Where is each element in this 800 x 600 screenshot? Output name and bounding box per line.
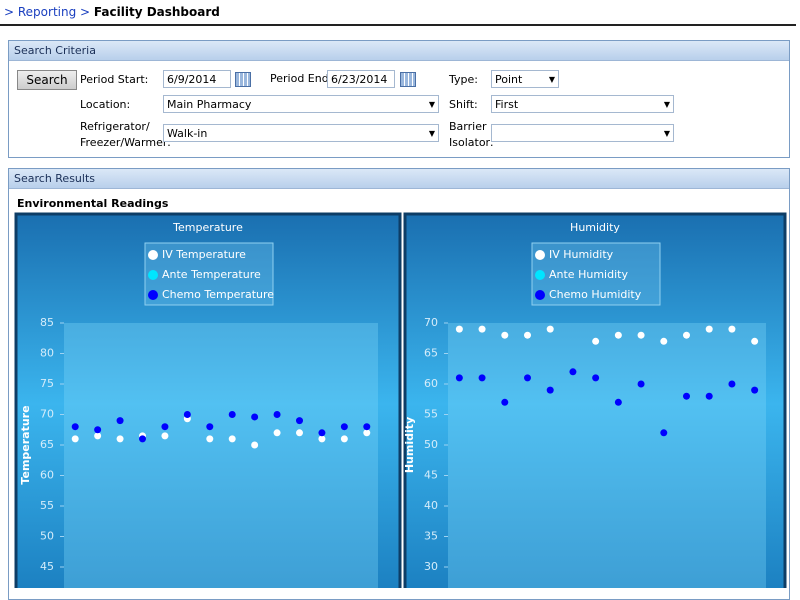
legend-label: IV Temperature — [162, 248, 246, 261]
data-point — [296, 417, 303, 424]
y-tick-label: 70 — [40, 408, 54, 421]
plot-area — [64, 323, 378, 588]
y-tick-label: 40 — [424, 499, 438, 512]
data-point — [341, 423, 348, 430]
legend-marker — [535, 290, 545, 300]
data-point — [161, 432, 168, 439]
y-tick-label: 65 — [424, 347, 438, 360]
data-point — [479, 326, 486, 333]
y-tick-label: 55 — [424, 408, 438, 421]
data-point — [728, 381, 735, 388]
data-point — [751, 338, 758, 345]
y-tick-label: 65 — [40, 438, 54, 451]
data-point — [479, 374, 486, 381]
legend-marker — [148, 250, 158, 260]
data-point — [184, 411, 191, 418]
legend-marker — [535, 270, 545, 280]
plot-area — [448, 323, 766, 588]
data-point — [117, 417, 124, 424]
data-point — [615, 332, 622, 339]
y-axis-label: Temperature — [19, 405, 32, 484]
data-point — [683, 393, 690, 400]
data-point — [341, 435, 348, 442]
data-point — [638, 332, 645, 339]
data-point — [363, 429, 370, 436]
data-point — [501, 399, 508, 406]
y-tick-label: 75 — [40, 377, 54, 390]
legend-label: Chemo Temperature — [162, 288, 274, 301]
data-point — [94, 426, 101, 433]
data-point — [139, 435, 146, 442]
legend-label: Ante Temperature — [162, 268, 261, 281]
data-point — [524, 374, 531, 381]
data-point — [296, 429, 303, 436]
data-point — [274, 429, 281, 436]
data-point — [638, 381, 645, 388]
chart-title: Humidity — [570, 221, 620, 234]
y-tick-label: 30 — [424, 560, 438, 573]
y-tick-label: 70 — [424, 316, 438, 329]
y-tick-label: 55 — [40, 499, 54, 512]
data-point — [569, 368, 576, 375]
data-point — [251, 413, 258, 420]
data-point — [683, 332, 690, 339]
data-point — [117, 435, 124, 442]
y-tick-label: 60 — [424, 377, 438, 390]
y-tick-label: 50 — [40, 530, 54, 543]
legend-marker — [148, 270, 158, 280]
legend-marker — [535, 250, 545, 260]
y-tick-label: 50 — [424, 438, 438, 451]
data-point — [660, 338, 667, 345]
data-point — [318, 435, 325, 442]
data-point — [94, 432, 101, 439]
data-point — [751, 387, 758, 394]
data-point — [456, 374, 463, 381]
data-point — [318, 429, 325, 436]
data-point — [72, 435, 79, 442]
data-point — [161, 423, 168, 430]
data-point — [501, 332, 508, 339]
legend-label: IV Humidity — [549, 248, 614, 261]
data-point — [547, 387, 554, 394]
data-point — [524, 332, 531, 339]
data-point — [206, 435, 213, 442]
data-point — [456, 326, 463, 333]
data-point — [229, 435, 236, 442]
y-tick-label: 45 — [40, 560, 54, 573]
y-tick-label: 80 — [40, 347, 54, 360]
data-point — [592, 374, 599, 381]
data-point — [274, 411, 281, 418]
data-point — [547, 326, 554, 333]
data-point — [706, 326, 713, 333]
data-point — [251, 442, 258, 449]
y-tick-label: 60 — [40, 469, 54, 482]
legend-marker — [148, 290, 158, 300]
legend-label: Ante Humidity — [549, 268, 628, 281]
data-point — [229, 411, 236, 418]
legend-label: Chemo Humidity — [549, 288, 642, 301]
data-point — [206, 423, 213, 430]
y-tick-label: 85 — [40, 316, 54, 329]
data-point — [72, 423, 79, 430]
data-point — [728, 326, 735, 333]
data-point — [660, 429, 667, 436]
y-axis-label: Humidity — [403, 417, 416, 473]
data-point — [592, 338, 599, 345]
data-point — [615, 399, 622, 406]
data-point — [706, 393, 713, 400]
chart-title: Temperature — [172, 221, 243, 234]
y-tick-label: 35 — [424, 530, 438, 543]
data-point — [363, 423, 370, 430]
y-tick-label: 45 — [424, 469, 438, 482]
